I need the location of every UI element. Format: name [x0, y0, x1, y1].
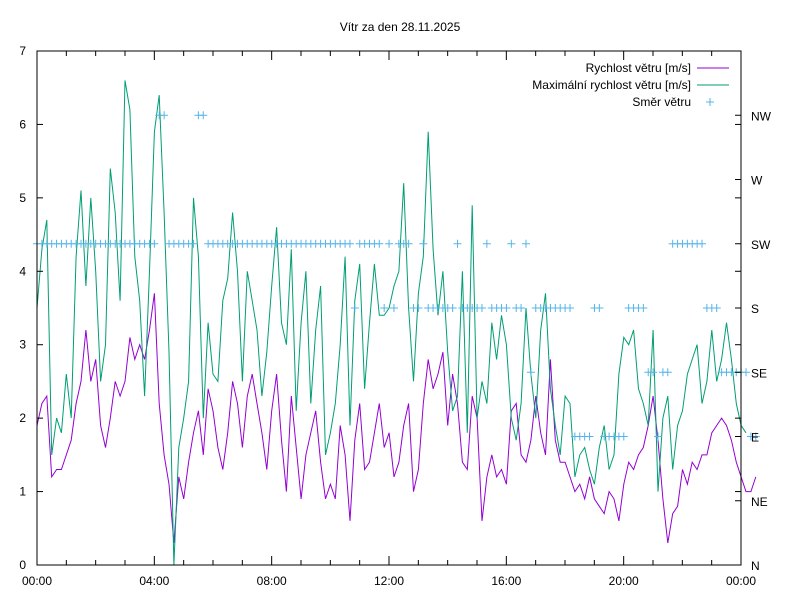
series-layer — [33, 80, 760, 566]
y2-tick-label: SE — [751, 366, 767, 380]
direction-point — [419, 239, 428, 248]
chart-title: Vítr za den 28.11.2025 — [340, 20, 461, 34]
direction-point — [663, 368, 672, 377]
axes-layer: 0 1 2 3 4 5 6 7 N NE E SE S SW W NW 00:00 04:00 08:00 12:00… — [19, 44, 771, 588]
legend-label-speed: Rychlost větru [m/s] — [586, 61, 691, 75]
y-tick-label: 5 — [19, 191, 26, 205]
direction-point — [385, 239, 394, 248]
y2-tick-label: SW — [751, 238, 771, 252]
y2-tick-label: E — [751, 431, 759, 445]
direction-point — [639, 304, 648, 312]
x-tick-label: 20:00 — [609, 574, 639, 588]
y2-tick-label: S — [751, 302, 759, 316]
direction-point — [521, 239, 530, 248]
y2-tick-label: NW — [751, 109, 772, 123]
speed-line — [36, 293, 757, 544]
y2-tick-label: W — [751, 174, 763, 188]
max-speed-line — [36, 80, 747, 566]
direction-point — [477, 304, 486, 312]
direction-point — [482, 239, 491, 248]
direction-point — [414, 304, 423, 312]
x-tick-label: 08:00 — [257, 574, 287, 588]
direction-point — [189, 239, 198, 248]
direction-point — [585, 432, 594, 441]
direction-point — [751, 432, 760, 441]
x-tick-label: 00:00 — [22, 574, 52, 588]
direction-point — [619, 432, 628, 441]
direction-point — [595, 304, 604, 312]
y-tick-label: 6 — [19, 117, 26, 131]
direction-point — [698, 239, 707, 248]
direction-point — [517, 304, 526, 312]
y-tick-label: 7 — [19, 44, 26, 58]
direction-point — [389, 304, 398, 312]
x-tick-label: 00:00 — [726, 574, 756, 588]
y-tick-label: 1 — [19, 485, 26, 499]
y-tick-label: 0 — [19, 558, 26, 572]
direction-point — [649, 368, 658, 377]
legend-swatch-direction — [706, 98, 714, 106]
direction-point — [507, 239, 516, 248]
direction-point — [345, 239, 354, 248]
direction-point — [160, 111, 169, 120]
x-tick-label: 12:00 — [374, 574, 404, 588]
legend-label-direction: Směr větru — [632, 95, 691, 109]
x-tick-label: 04:00 — [139, 574, 169, 588]
y2-tick-label: N — [751, 559, 760, 573]
y2-tick-label: NE — [751, 495, 768, 509]
direction-point — [199, 111, 208, 120]
y-tick-label: 3 — [19, 338, 26, 352]
direction-point — [565, 304, 574, 312]
direction-point — [654, 432, 663, 441]
direction-point — [350, 304, 359, 312]
direction-point — [526, 368, 535, 377]
direction-point — [448, 304, 457, 312]
legend: Rychlost větru [m/s] Maximální rychlost … — [532, 61, 729, 109]
y-tick-label: 4 — [19, 264, 26, 278]
direction-point — [404, 239, 413, 248]
direction-point — [453, 239, 462, 248]
x-tick-label: 16:00 — [491, 574, 521, 588]
direction-point — [712, 304, 721, 312]
direction-point — [380, 304, 389, 312]
direction-point — [502, 304, 511, 312]
direction-point — [375, 239, 384, 248]
direction-point — [150, 239, 159, 248]
y-tick-label: 2 — [19, 411, 26, 425]
legend-label-max-speed: Maximální rychlost větru [m/s] — [532, 78, 691, 92]
direction-points — [33, 111, 760, 441]
direction-point — [742, 368, 751, 377]
